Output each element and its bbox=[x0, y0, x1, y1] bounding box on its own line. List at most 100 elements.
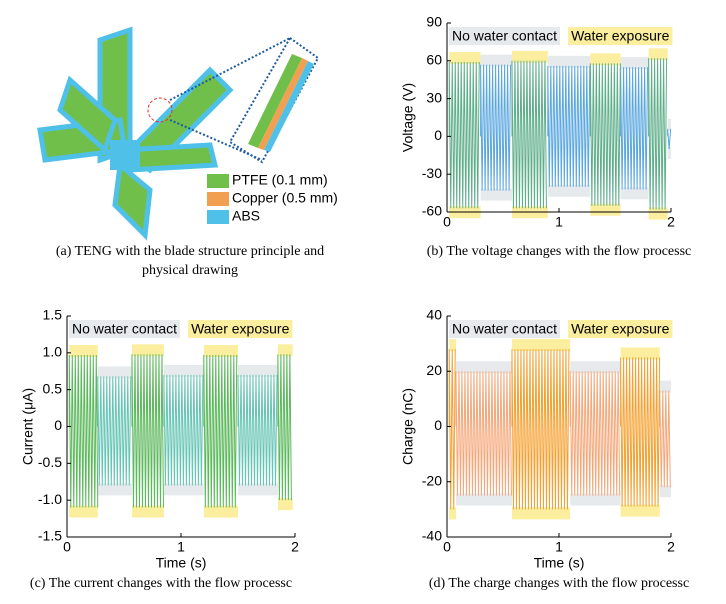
shade bbox=[511, 507, 571, 520]
y-axis-label: Current (μA) bbox=[20, 388, 36, 465]
legend-box bbox=[568, 27, 673, 45]
signal bbox=[569, 371, 621, 496]
shade bbox=[547, 184, 591, 197]
y-tick-label: -1.5 bbox=[38, 528, 62, 544]
y-tick-label: -30 bbox=[422, 165, 442, 181]
x-tick-label: 2 bbox=[291, 539, 299, 555]
y-tick-label: 0 bbox=[434, 127, 442, 143]
legend-box bbox=[449, 27, 561, 45]
shade bbox=[667, 147, 671, 159]
x-tick-label: 1 bbox=[555, 539, 563, 555]
legend-swatch bbox=[207, 210, 229, 224]
signal bbox=[68, 355, 99, 508]
shade bbox=[590, 203, 621, 216]
signal bbox=[620, 67, 649, 190]
signal bbox=[203, 355, 238, 508]
shade bbox=[203, 505, 238, 518]
legend-box bbox=[188, 320, 293, 338]
y-tick-label: 0 bbox=[434, 417, 442, 433]
legend-label: Water exposure bbox=[191, 321, 290, 337]
shade bbox=[590, 53, 621, 66]
shade bbox=[570, 493, 621, 506]
shade bbox=[238, 483, 278, 496]
y-tick-label: 40 bbox=[426, 307, 442, 323]
y-tick-label: 20 bbox=[426, 362, 442, 378]
shade bbox=[69, 505, 98, 518]
shade bbox=[620, 57, 649, 70]
caption: (d) The charge changes with the flow pro… bbox=[429, 576, 689, 591]
legend-label: ABS bbox=[232, 208, 260, 224]
shade bbox=[620, 347, 660, 360]
signal bbox=[659, 390, 671, 488]
y-tick-label: -1.0 bbox=[38, 491, 62, 507]
y-tick-label: 0 bbox=[54, 417, 62, 433]
signal bbox=[277, 354, 292, 501]
caption: (b) The voltage changes with the flow pr… bbox=[427, 244, 692, 259]
caption: physical drawing bbox=[142, 263, 238, 278]
shade bbox=[131, 505, 164, 518]
y-tick-label: -40 bbox=[422, 528, 442, 544]
legend-label: No water contact bbox=[452, 321, 557, 337]
signal bbox=[648, 58, 668, 210]
shade bbox=[163, 483, 204, 496]
x-tick-label: 0 bbox=[63, 539, 71, 555]
y-tick-label: 90 bbox=[426, 14, 442, 30]
signal bbox=[237, 374, 278, 486]
legend-label: Water exposure bbox=[571, 28, 670, 44]
signal bbox=[97, 376, 132, 486]
shade bbox=[97, 483, 132, 496]
shade bbox=[277, 344, 293, 357]
legend-label: PTFE (0.1 mm) bbox=[232, 172, 328, 188]
shade bbox=[449, 339, 456, 352]
shade bbox=[620, 187, 649, 200]
shade bbox=[455, 361, 512, 374]
blade-diagram bbox=[37, 26, 320, 241]
x-axis-label: Time (s) bbox=[156, 555, 207, 571]
signal bbox=[511, 349, 570, 510]
y-tick-label: 30 bbox=[426, 89, 442, 105]
shade bbox=[238, 364, 278, 377]
legend-box bbox=[568, 320, 673, 338]
y-tick-label: 0.5 bbox=[43, 380, 63, 396]
x-tick-label: 2 bbox=[667, 539, 675, 555]
shade bbox=[455, 493, 512, 506]
y-axis-label: Charge (nC) bbox=[400, 388, 416, 465]
legend-box bbox=[449, 320, 561, 338]
signal bbox=[589, 63, 621, 206]
shade bbox=[511, 50, 548, 63]
shade bbox=[163, 364, 204, 377]
legend-swatch bbox=[207, 192, 229, 206]
signal bbox=[448, 62, 480, 209]
signal bbox=[163, 374, 204, 486]
x-tick-label: 1 bbox=[177, 539, 185, 555]
shade bbox=[659, 485, 671, 498]
x-tick-label: 0 bbox=[443, 539, 451, 555]
legend-label: Water exposure bbox=[571, 321, 670, 337]
signal bbox=[511, 60, 547, 209]
caption: (c) The current changes with the flow pr… bbox=[30, 576, 292, 591]
shade bbox=[203, 345, 238, 358]
legend-label: No water contact bbox=[72, 321, 177, 337]
shade bbox=[648, 207, 668, 220]
shade bbox=[277, 498, 293, 511]
shade bbox=[620, 504, 660, 517]
y-tick-label: -20 bbox=[422, 472, 442, 488]
shade bbox=[659, 380, 671, 393]
x-axis-label: Time (s) bbox=[534, 555, 585, 571]
y-tick-label: 60 bbox=[426, 52, 442, 68]
y-axis-label: Voltage (V) bbox=[400, 83, 416, 152]
legend-label: No water contact bbox=[452, 28, 557, 44]
shade bbox=[97, 366, 132, 379]
y-tick-label: 1.0 bbox=[43, 344, 63, 360]
signal bbox=[480, 64, 512, 191]
shade bbox=[648, 48, 668, 61]
signal bbox=[547, 65, 591, 187]
x-tick-label: 0 bbox=[443, 214, 451, 230]
shade bbox=[511, 339, 571, 352]
x-tick-label: 1 bbox=[555, 214, 563, 230]
x-tick-label: 2 bbox=[667, 214, 675, 230]
y-tick-label: -60 bbox=[422, 203, 442, 219]
shade bbox=[480, 188, 512, 201]
caption: (a) TENG with the blade structure princi… bbox=[56, 244, 324, 259]
legend-swatch bbox=[207, 174, 229, 188]
